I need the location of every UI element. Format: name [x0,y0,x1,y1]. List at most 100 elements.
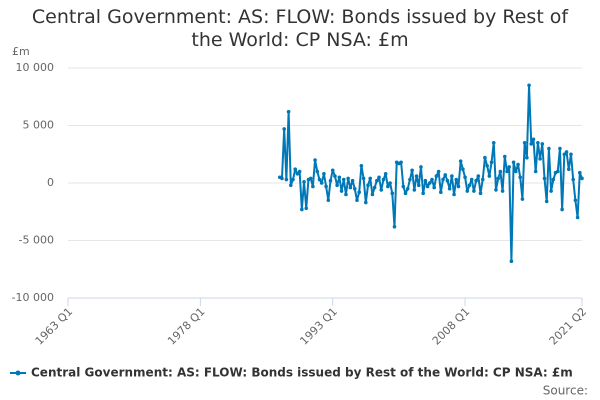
data-point [529,142,534,146]
data-point [355,198,359,203]
data-point [575,215,580,220]
data-point [483,155,487,160]
data-point [403,191,408,196]
data-point [562,152,567,157]
data-point [383,172,388,176]
data-point [304,206,309,211]
data-point [522,140,527,145]
y-tick-label: 10 000 [16,61,55,74]
data-point [432,185,436,190]
data-point [536,140,540,145]
data-point [439,190,443,194]
data-point [485,163,489,168]
data-point [452,192,456,197]
data-point [423,178,428,183]
data-point [511,160,516,165]
data-point [489,160,494,165]
data-point [502,154,507,159]
data-point [401,184,406,189]
data-point [372,185,377,190]
data-point [569,152,573,157]
data-point [514,169,518,174]
y-tick-label: 5 000 [23,119,55,132]
data-point [566,167,571,171]
data-point [467,183,472,188]
data-point [311,184,315,189]
legend-label: Central Government: AS: FLOW: Bonds issu… [31,366,573,380]
data-point [344,192,348,197]
data-point [531,137,536,142]
chart-title: Central Government: AS: FLOW: Bonds issu… [31,6,569,51]
data-point [370,192,375,197]
data-point [388,181,392,185]
data-point [472,189,476,193]
data-point [330,168,335,173]
data-point [366,183,370,188]
data-point [425,184,430,189]
data-point [412,188,417,192]
data-point [525,155,529,160]
data-point [381,177,386,182]
data-point [284,177,289,182]
data-point [341,177,346,182]
data-point [445,178,450,183]
data-point [364,200,368,205]
data-point [500,189,505,193]
data-point [456,184,461,189]
data-point [476,174,481,178]
data-point [478,191,483,196]
data-point [339,189,344,193]
data-point [328,178,333,183]
data-point [443,173,448,177]
data-point [564,150,569,154]
data-point [465,189,470,193]
data-point [308,176,313,181]
data-point [421,191,425,196]
data-point [297,169,302,174]
data-point [527,83,531,88]
data-point [359,163,364,168]
data-point [538,157,542,161]
data-point [544,199,549,204]
data-point [375,178,379,183]
x-tick-label: 1993 Q1 [297,305,340,348]
data-point [580,176,584,181]
y-tick-label: -10 000 [12,291,54,304]
data-point [293,167,298,171]
data-point [474,178,478,183]
data-point [505,169,509,174]
data-point [441,177,445,182]
y-tick-label: -5 000 [19,234,54,247]
y-tick-label: 0 [47,176,54,189]
data-point [436,169,441,174]
data-point [317,177,322,182]
data-point [357,190,361,194]
data-point [491,140,496,145]
x-tick-label: 1978 Q1 [165,305,208,348]
data-point [379,188,384,192]
data-point [348,185,353,190]
data-point [577,170,582,175]
data-point [405,186,410,191]
data-point [447,186,452,191]
data-point [551,177,556,182]
data-point [434,174,439,178]
data-point [368,176,373,181]
data-point [377,175,381,180]
data-point [326,198,331,203]
data-point [507,165,512,169]
data-point [560,207,564,212]
data-point [450,174,454,178]
data-point [520,197,525,201]
data-point [494,188,498,192]
data-point [361,176,366,181]
data-point [463,175,467,180]
data-point [350,178,355,183]
data-point [480,177,485,182]
data-point [352,186,357,191]
data-point [516,162,520,167]
data-point [295,172,300,176]
data-point [333,174,337,178]
